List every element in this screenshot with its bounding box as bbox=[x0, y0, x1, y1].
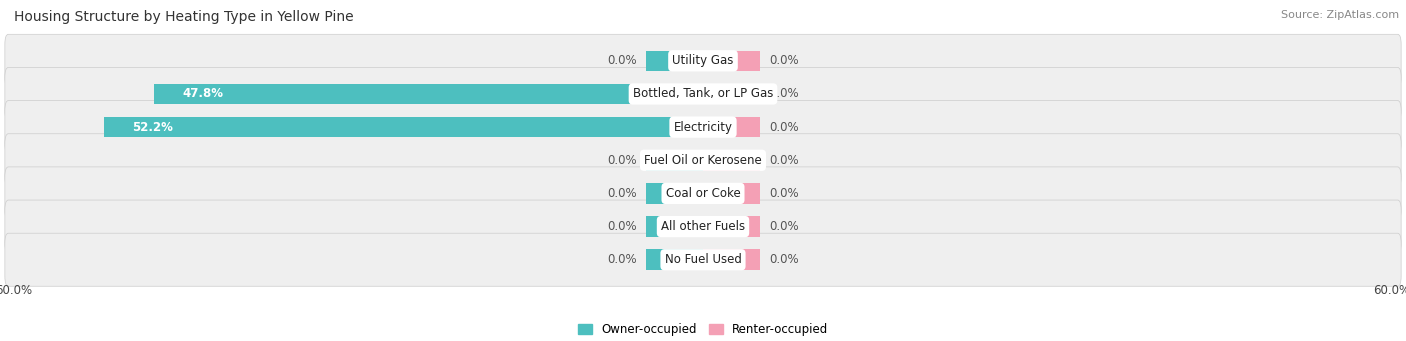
Text: 0.0%: 0.0% bbox=[769, 253, 799, 266]
FancyBboxPatch shape bbox=[4, 167, 1402, 220]
Text: 0.0%: 0.0% bbox=[607, 187, 637, 200]
Bar bbox=[155, 84, 703, 104]
Text: Bottled, Tank, or LP Gas: Bottled, Tank, or LP Gas bbox=[633, 87, 773, 101]
Bar bbox=[645, 250, 703, 270]
FancyBboxPatch shape bbox=[4, 68, 1402, 120]
FancyBboxPatch shape bbox=[4, 233, 1402, 286]
Text: All other Fuels: All other Fuels bbox=[661, 220, 745, 233]
Text: 0.0%: 0.0% bbox=[769, 187, 799, 200]
Text: 47.8%: 47.8% bbox=[183, 87, 224, 101]
Text: Electricity: Electricity bbox=[673, 121, 733, 134]
Bar bbox=[703, 150, 761, 170]
Text: 0.0%: 0.0% bbox=[607, 253, 637, 266]
Text: Source: ZipAtlas.com: Source: ZipAtlas.com bbox=[1281, 10, 1399, 20]
FancyBboxPatch shape bbox=[4, 134, 1402, 187]
Bar bbox=[645, 216, 703, 237]
Legend: Owner-occupied, Renter-occupied: Owner-occupied, Renter-occupied bbox=[572, 318, 834, 341]
Text: 0.0%: 0.0% bbox=[769, 121, 799, 134]
Text: 0.0%: 0.0% bbox=[607, 54, 637, 67]
Bar bbox=[645, 50, 703, 71]
Text: 0.0%: 0.0% bbox=[769, 154, 799, 167]
Text: Fuel Oil or Kerosene: Fuel Oil or Kerosene bbox=[644, 154, 762, 167]
Bar bbox=[703, 50, 761, 71]
Bar bbox=[703, 250, 761, 270]
Text: 0.0%: 0.0% bbox=[769, 87, 799, 101]
Text: 0.0%: 0.0% bbox=[769, 54, 799, 67]
Bar bbox=[703, 117, 761, 137]
Bar bbox=[703, 183, 761, 204]
Text: 0.0%: 0.0% bbox=[607, 220, 637, 233]
Bar bbox=[703, 216, 761, 237]
FancyBboxPatch shape bbox=[4, 34, 1402, 87]
Bar bbox=[104, 117, 703, 137]
Text: No Fuel Used: No Fuel Used bbox=[665, 253, 741, 266]
Text: 52.2%: 52.2% bbox=[132, 121, 173, 134]
Bar bbox=[645, 183, 703, 204]
Text: Coal or Coke: Coal or Coke bbox=[665, 187, 741, 200]
Text: 0.0%: 0.0% bbox=[769, 220, 799, 233]
Text: 0.0%: 0.0% bbox=[607, 154, 637, 167]
Bar bbox=[703, 84, 761, 104]
FancyBboxPatch shape bbox=[4, 200, 1402, 253]
FancyBboxPatch shape bbox=[4, 101, 1402, 154]
Text: Housing Structure by Heating Type in Yellow Pine: Housing Structure by Heating Type in Yel… bbox=[14, 10, 354, 24]
Text: Utility Gas: Utility Gas bbox=[672, 54, 734, 67]
Bar bbox=[645, 150, 703, 170]
